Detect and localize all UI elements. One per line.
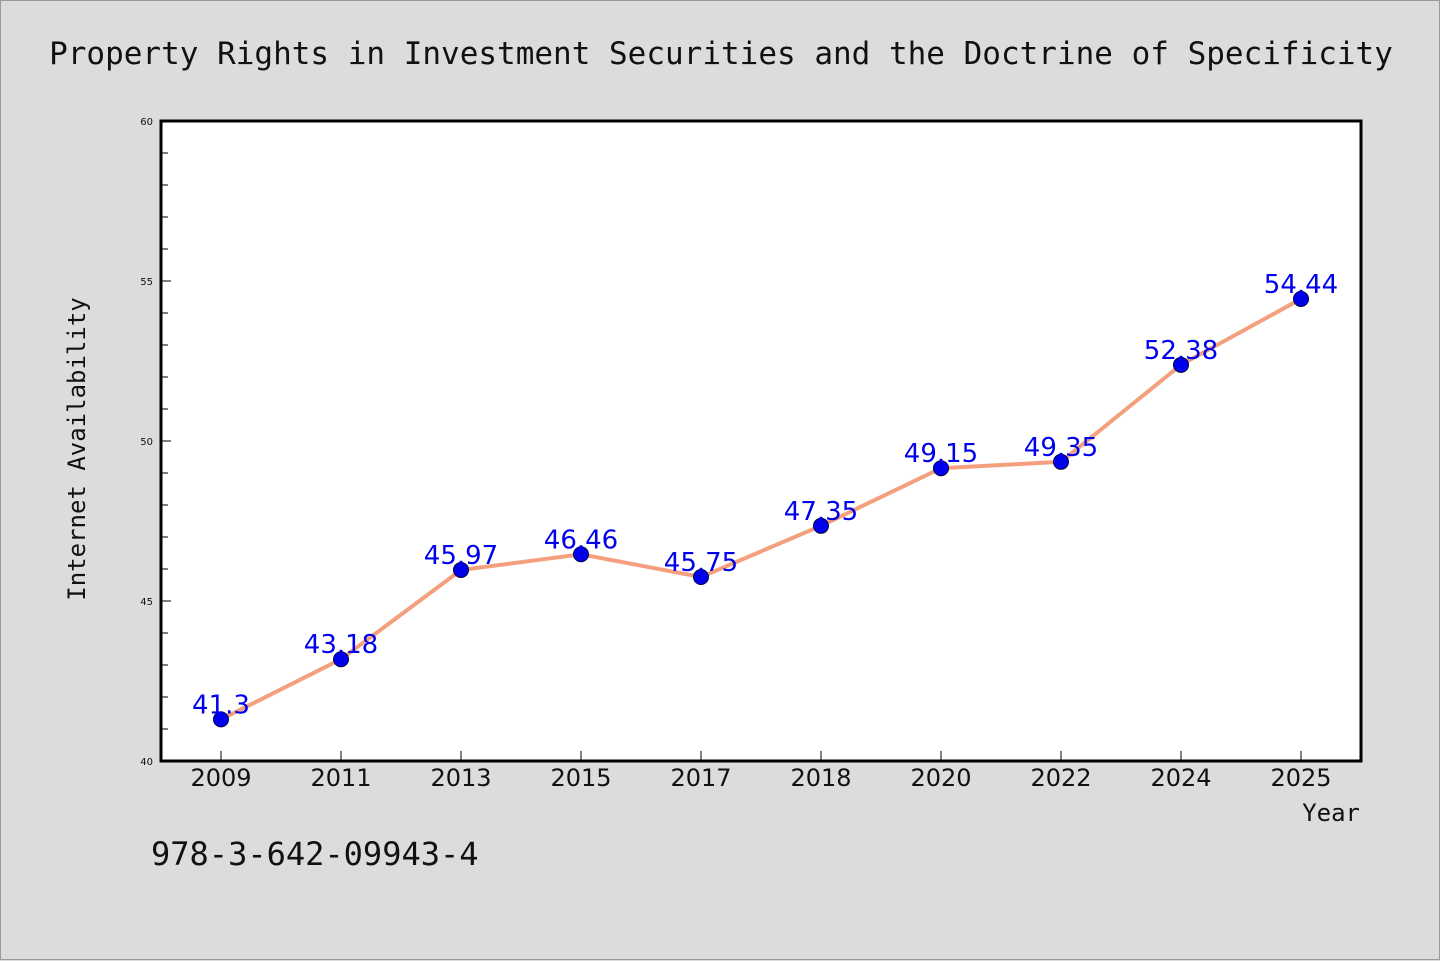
data-label: 49.35: [1024, 433, 1098, 463]
data-label: 49.15: [904, 439, 978, 469]
data-labels: 41.3 43.18 45.97 46.46 45.75 47.35 49.15 49.35 5…: [192, 270, 1338, 720]
data-label: 45.97: [424, 541, 498, 571]
y-tick-label: 60: [140, 117, 153, 128]
x-tick-label: 2024: [1150, 764, 1211, 792]
x-axis-title: Year: [1302, 799, 1360, 827]
data-label: 52.38: [1144, 336, 1218, 366]
x-tick-label: 2015: [550, 764, 611, 792]
series-line: [219, 296, 1303, 722]
x-tick-label: 2025: [1270, 764, 1331, 792]
chart-title: Property Rights in Investment Securities…: [49, 36, 1393, 72]
y-tick-label: 50: [140, 437, 153, 448]
data-label: 41.3: [192, 690, 250, 720]
data-point-marker: [1173, 356, 1189, 373]
y-tick-label: 55: [140, 277, 153, 288]
data-label: 46.46: [544, 525, 618, 555]
data-label: 43.18: [304, 630, 378, 660]
y-axis-title: Internet Availability: [63, 297, 91, 600]
data-point-marker: [453, 561, 469, 578]
y-tick-label: 40: [140, 757, 153, 768]
data-point-marker: [693, 569, 709, 585]
data-point-marker: [1293, 290, 1309, 307]
x-tick-label: 2011: [310, 764, 371, 792]
data-point-marker: [573, 546, 589, 563]
data-label: 47.35: [784, 497, 858, 527]
x-tick-label: 2009: [190, 764, 251, 792]
data-label: 54.44: [1264, 270, 1338, 300]
data-point-marker: [1053, 453, 1069, 470]
plot-border: [159, 119, 1363, 763]
x-tick-label: 2020: [910, 764, 971, 792]
data-label: 45.75: [664, 548, 738, 578]
data-point-marker: [213, 711, 229, 728]
data-point-marker: [333, 651, 349, 668]
data-point-marker: [933, 460, 949, 477]
x-tick-label: 2017: [670, 764, 731, 792]
data-point-marker: [813, 517, 829, 534]
x-tick-label: 2018: [790, 764, 851, 792]
isbn-text: 978-3-642-09943-4: [151, 835, 479, 873]
x-axis-ticks: 2009 2011 2013 2015 2017 2018 2020 2022 2024 2025: [190, 751, 1332, 792]
x-tick-label: 2013: [430, 764, 491, 792]
plot-area: [161, 121, 1361, 761]
y-tick-label: 45: [140, 597, 153, 608]
series-markers: [213, 290, 1309, 728]
x-tick-label: 2022: [1030, 764, 1091, 792]
